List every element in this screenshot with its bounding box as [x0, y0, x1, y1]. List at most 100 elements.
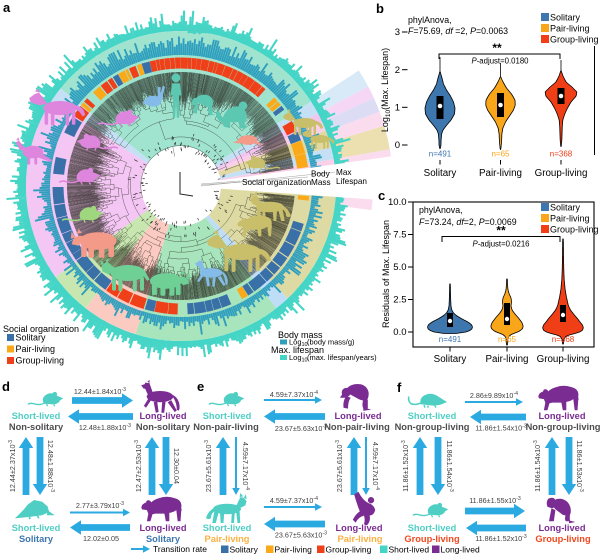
svg-text:11.86±1.54x10-3: 11.86±1.54x10-3: [445, 440, 454, 492]
svg-text:Mass: Mass: [311, 178, 331, 187]
svg-text:Max. lifespan: Max. lifespan: [271, 345, 324, 355]
svg-text:n=491: n=491: [429, 150, 452, 159]
svg-text:Body: Body: [311, 170, 331, 179]
svg-text:Residuals of Max. Lifespan: Residuals of Max. Lifespan: [381, 220, 391, 328]
svg-text:11.86±1.55x10-3: 11.86±1.55x10-3: [469, 496, 521, 505]
svg-text:Group-living: Group-living: [535, 534, 591, 544]
svg-text:Group-living: Group-living: [550, 225, 599, 235]
svg-text:Short-lived: Short-lived: [203, 411, 252, 421]
svg-text:0.0: 0.0: [393, 327, 406, 338]
svg-text:Short-lived: Short-lived: [203, 523, 252, 533]
svg-text:Solitary: Solitary: [230, 545, 259, 555]
svg-text:11.86±1.53x10-3: 11.86±1.53x10-3: [575, 440, 584, 492]
svg-text:d: d: [2, 379, 10, 394]
svg-text:2.86±9.89x10-4: 2.86±9.89x10-4: [470, 391, 518, 400]
svg-text:Solitary: Solitary: [16, 333, 47, 343]
svg-text:Non-solitary: Non-solitary: [136, 422, 191, 432]
svg-text:Group-living: Group-living: [535, 168, 588, 179]
svg-text:12.02±0.05: 12.02±0.05: [83, 534, 119, 543]
svg-text:n=65: n=65: [498, 335, 517, 344]
svg-text:10: 10: [302, 358, 308, 364]
svg-text:Transition rate: Transition rate: [153, 544, 207, 554]
svg-text:2.77±3.79x10-3: 2.77±3.79x10-3: [76, 501, 124, 510]
svg-text:1: 1: [395, 103, 400, 114]
svg-text:Solitary: Solitary: [146, 534, 181, 544]
svg-text:2: 2: [395, 65, 400, 76]
svg-text:Log: Log: [289, 338, 302, 347]
svg-text:Short-lived: Short-lived: [408, 523, 457, 533]
svg-text:(max. lifespan/years): (max. lifespan/years): [307, 353, 377, 362]
svg-text:Long-lived: Long-lived: [336, 523, 383, 533]
svg-text:Non-solitary: Non-solitary: [9, 422, 64, 432]
svg-text:Long-lived: Long-lived: [539, 411, 586, 421]
svg-text:Social organization: Social organization: [242, 178, 312, 187]
svg-text:Non-pair-living: Non-pair-living: [193, 422, 259, 432]
svg-text:n=368: n=368: [552, 335, 575, 344]
svg-text:11.86±1.54x10-3: 11.86±1.54x10-3: [475, 424, 527, 433]
svg-text:11.86±1.54x10-3: 11.86±1.54x10-3: [533, 440, 542, 492]
svg-text:10: 10: [302, 342, 308, 348]
svg-text:Pair-living: Pair-living: [205, 534, 250, 544]
svg-text:Solitary: Solitary: [424, 168, 457, 179]
svg-text:Non-pair-living: Non-pair-living: [324, 422, 390, 432]
svg-text:4.59±7.17x10-4: 4.59±7.17x10-4: [371, 442, 380, 490]
svg-text:11.86±1.52x10-3: 11.86±1.52x10-3: [401, 440, 410, 492]
svg-text:4.59±7.17x10-4: 4.59±7.17x10-4: [241, 442, 250, 490]
svg-text:23.67±5.61x10-3: 23.67±5.61x10-3: [204, 440, 213, 492]
svg-text:P-adjust=0.0216: P-adjust=0.0216: [472, 240, 529, 249]
svg-text:12.47±2.53x10-3: 12.47±2.53x10-3: [134, 440, 143, 492]
svg-text:12.48±1.88x10-3: 12.48±1.88x10-3: [46, 440, 55, 492]
svg-text:23.67±5.61x10-3: 23.67±5.61x10-3: [335, 440, 344, 492]
svg-text:(body mass/g): (body mass/g): [307, 338, 355, 347]
svg-text:Pair-living: Pair-living: [338, 534, 383, 544]
svg-text:23.67±5.63x10-3: 23.67±5.63x10-3: [275, 424, 327, 433]
svg-text:Pair-living: Pair-living: [275, 545, 313, 555]
svg-text:n=65: n=65: [491, 150, 510, 159]
svg-text:P-adjust=0.0180: P-adjust=0.0180: [471, 57, 529, 66]
svg-text:**: **: [492, 41, 502, 55]
svg-text:Non-group-living: Non-group-living: [395, 422, 470, 432]
svg-text:Group-living: Group-living: [404, 534, 460, 544]
svg-text:Body mass: Body mass: [278, 330, 323, 340]
svg-text:e: e: [197, 379, 204, 394]
svg-text:0: 0: [395, 140, 400, 151]
svg-text:Long-lived: Long-lived: [335, 411, 382, 421]
svg-text:12.44±2.37x10-3: 12.44±2.37x10-3: [8, 440, 17, 492]
svg-text:11.86±1.52x10-3: 11.86±1.52x10-3: [475, 534, 527, 543]
svg-text:F=73.24, df=2, P=0.0069: F=73.24, df=2, P=0.0069: [419, 217, 517, 227]
svg-text:Short-lived: Short-lived: [12, 411, 61, 421]
svg-text:F=75.69, df =2, P=0.0063: F=75.69, df =2, P=0.0063: [408, 26, 508, 36]
svg-text:12.44±1.84x10-3: 12.44±1.84x10-3: [74, 387, 126, 396]
svg-text:4.59±7.37x10-4: 4.59±7.37x10-4: [270, 390, 318, 399]
svg-text:Group-living: Group-living: [326, 545, 372, 555]
svg-text:Log: Log: [289, 353, 302, 362]
svg-text:Non-group-living: Non-group-living: [526, 422, 600, 432]
svg-text:Solitary: Solitary: [550, 203, 581, 213]
svg-text:7.5: 7.5: [393, 230, 406, 241]
svg-text:Social organization: Social organization: [3, 324, 79, 334]
svg-text:Group-living: Group-living: [537, 354, 590, 365]
svg-text:Max: Max: [336, 168, 351, 177]
svg-text:Pair-living: Pair-living: [16, 344, 56, 354]
svg-text:Log10(Max. Lifespan): Log10(Max. Lifespan): [380, 48, 392, 132]
svg-text:f: f: [397, 380, 402, 395]
svg-text:Lifespan: Lifespan: [336, 177, 367, 186]
svg-text:c: c: [378, 188, 385, 203]
svg-text:Pair-living: Pair-living: [479, 168, 522, 179]
svg-text:Long-lived: Long-lived: [539, 523, 586, 533]
svg-text:Solitary: Solitary: [19, 534, 54, 544]
svg-text:b: b: [376, 1, 384, 16]
svg-text:Solitary: Solitary: [550, 13, 581, 23]
svg-text:3: 3: [395, 27, 400, 38]
svg-text:Short-lived: Short-lived: [389, 545, 430, 555]
svg-text:Short-lived: Short-lived: [408, 411, 457, 421]
svg-text:Pair-living: Pair-living: [485, 354, 528, 365]
svg-text:12.30±0.04: 12.30±0.04: [172, 448, 181, 484]
svg-text:Pair-living: Pair-living: [550, 214, 590, 224]
svg-text:n=491: n=491: [439, 335, 462, 344]
svg-text:**: **: [496, 224, 506, 238]
svg-text:Group-living: Group-living: [550, 35, 599, 45]
svg-text:Pair-living: Pair-living: [550, 24, 590, 34]
svg-text:4.59±7.37x10-4: 4.59±7.37x10-4: [270, 496, 318, 505]
svg-text:n=368: n=368: [550, 150, 573, 159]
